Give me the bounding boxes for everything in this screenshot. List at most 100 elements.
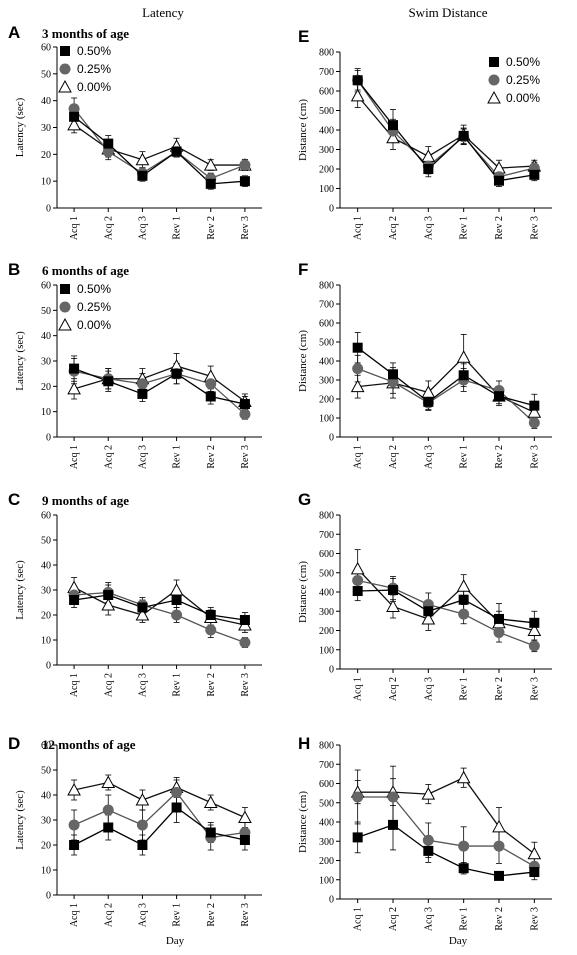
x-tick-label: Acq 3 bbox=[137, 903, 148, 927]
data-point-square bbox=[239, 176, 250, 187]
x-tick-label: Rev 1 bbox=[459, 677, 470, 701]
y-tick-label: 200 bbox=[319, 626, 334, 637]
series-line bbox=[73, 116, 245, 185]
y-tick-label: 50 bbox=[41, 766, 51, 777]
y-axis-label: Latency (sec) bbox=[14, 97, 26, 157]
panel-letter: A bbox=[8, 23, 20, 42]
y-tick-label: 300 bbox=[319, 145, 334, 156]
chart-panel-h: H 0 100 200 300 400 500 600 700 800 Distance (cm) A… bbox=[297, 734, 552, 931]
data-point-square bbox=[494, 870, 504, 881]
data-point-square bbox=[529, 617, 540, 628]
x-tick-label: Acq 2 bbox=[388, 677, 399, 701]
y-tick-label: 60 bbox=[41, 511, 51, 522]
data-point-square bbox=[423, 606, 434, 617]
chart-panel-g: G 0 100 200 300 400 500 600 700 800 Distance (cm) A… bbox=[297, 490, 552, 701]
x-axis-label-right: Day bbox=[449, 935, 468, 947]
panels: A 3 months of age 0 10 20 30 40 50 60 Latency (se… bbox=[8, 23, 552, 931]
series-line bbox=[357, 95, 535, 169]
legend-label: 0.50% bbox=[77, 282, 111, 296]
y-tick-label: 100 bbox=[319, 414, 334, 425]
y-tick-label: 100 bbox=[319, 875, 334, 886]
data-point-square bbox=[458, 370, 469, 381]
legend-label: 0.25% bbox=[77, 62, 111, 76]
y-axis-label: Latency (sec) bbox=[14, 331, 26, 391]
series-line bbox=[73, 370, 246, 415]
legend-marker-triangle bbox=[58, 317, 72, 331]
chart-panel-b: B 6 months of age 0 10 20 30 40 50 60 Latency (se… bbox=[8, 260, 262, 469]
y-axis-label: Latency (sec) bbox=[14, 560, 26, 620]
series-line bbox=[357, 79, 535, 178]
data-point-square bbox=[239, 835, 250, 845]
y-tick-label: 20 bbox=[41, 382, 51, 393]
data-point-triangle bbox=[527, 846, 542, 860]
y-tick-label: 0 bbox=[329, 433, 334, 444]
x-tick-label: Acq 1 bbox=[69, 673, 80, 697]
data-point-square bbox=[423, 845, 434, 856]
x-axis-label-left: Day bbox=[166, 935, 185, 947]
data-point-triangle bbox=[67, 381, 81, 395]
data-point-square bbox=[69, 595, 80, 605]
x-tick-label: Rev 1 bbox=[172, 903, 183, 927]
data-point-square bbox=[205, 610, 216, 620]
data-point-triangle bbox=[67, 117, 81, 131]
legend-marker-triangle bbox=[487, 90, 501, 104]
x-tick-label: Rev 3 bbox=[240, 445, 251, 469]
x-tick-label: Rev 2 bbox=[206, 673, 217, 697]
data-point-triangle bbox=[350, 379, 365, 393]
data-point-square bbox=[69, 363, 80, 374]
data-point-square bbox=[529, 867, 540, 878]
x-tick-label: Acq 2 bbox=[388, 445, 399, 469]
x-tick-label: Rev 3 bbox=[529, 216, 540, 240]
data-point-triangle bbox=[421, 149, 436, 162]
y-tick-label: 200 bbox=[319, 395, 334, 406]
series-line bbox=[73, 586, 246, 626]
x-tick-label: Rev 3 bbox=[529, 907, 540, 931]
legend-marker-square bbox=[489, 57, 499, 67]
y-tick-label: 500 bbox=[319, 798, 334, 809]
x-tick-label: Rev 2 bbox=[494, 445, 505, 469]
data-point-square bbox=[458, 863, 469, 874]
series-line bbox=[73, 791, 246, 839]
y-tick-label: 10 bbox=[41, 177, 51, 188]
data-point-square bbox=[529, 400, 540, 411]
y-axis-label: Distance (cm) bbox=[297, 791, 309, 853]
y-tick-label: 60 bbox=[41, 741, 51, 752]
data-point-circle bbox=[458, 840, 470, 852]
chart-panel-f: F 0 100 200 300 400 500 600 700 800 Distance (cm) A… bbox=[297, 260, 552, 469]
y-tick-label: 800 bbox=[319, 48, 334, 59]
data-point-square bbox=[239, 615, 250, 625]
x-tick-label: Acq 3 bbox=[137, 445, 148, 469]
y-tick-label: 10 bbox=[41, 407, 51, 418]
x-tick-label: Rev 1 bbox=[459, 445, 470, 469]
y-tick-label: 50 bbox=[41, 69, 51, 80]
legend-marker-circle bbox=[59, 301, 71, 313]
data-point-square bbox=[494, 391, 504, 402]
x-tick-label: Acq 2 bbox=[103, 216, 114, 240]
series-line bbox=[73, 781, 246, 819]
data-point-square bbox=[205, 827, 216, 838]
data-point-square bbox=[137, 388, 148, 399]
data-point-square bbox=[103, 590, 114, 600]
data-point-square bbox=[458, 130, 469, 141]
y-tick-label: 20 bbox=[41, 841, 51, 852]
x-tick-label: Rev 2 bbox=[206, 445, 217, 469]
y-tick-label: 500 bbox=[319, 106, 334, 117]
x-tick-label: Rev 1 bbox=[459, 216, 470, 240]
data-point-square bbox=[388, 585, 398, 596]
x-tick-label: Acq 2 bbox=[103, 903, 114, 927]
y-tick-label: 200 bbox=[319, 856, 334, 867]
x-tick-label: Rev 2 bbox=[206, 216, 217, 240]
x-tick-label: Acq 2 bbox=[103, 673, 114, 697]
y-tick-label: 40 bbox=[41, 561, 51, 572]
x-tick-label: Acq 2 bbox=[388, 907, 399, 931]
y-tick-label: 60 bbox=[41, 281, 51, 292]
chart-panel-d: D 12 months of age 0 10 20 30 40 50 60 Latency (s… bbox=[8, 734, 262, 927]
data-point-circle bbox=[352, 574, 364, 586]
data-point-square bbox=[205, 178, 216, 189]
legend-label: 0.00% bbox=[77, 318, 111, 332]
x-tick-label: Acq 1 bbox=[69, 445, 80, 469]
y-tick-label: 0 bbox=[46, 891, 51, 902]
data-point-triangle bbox=[386, 599, 400, 612]
y-tick-label: 800 bbox=[319, 511, 334, 522]
x-tick-label: Rev 3 bbox=[240, 903, 251, 927]
